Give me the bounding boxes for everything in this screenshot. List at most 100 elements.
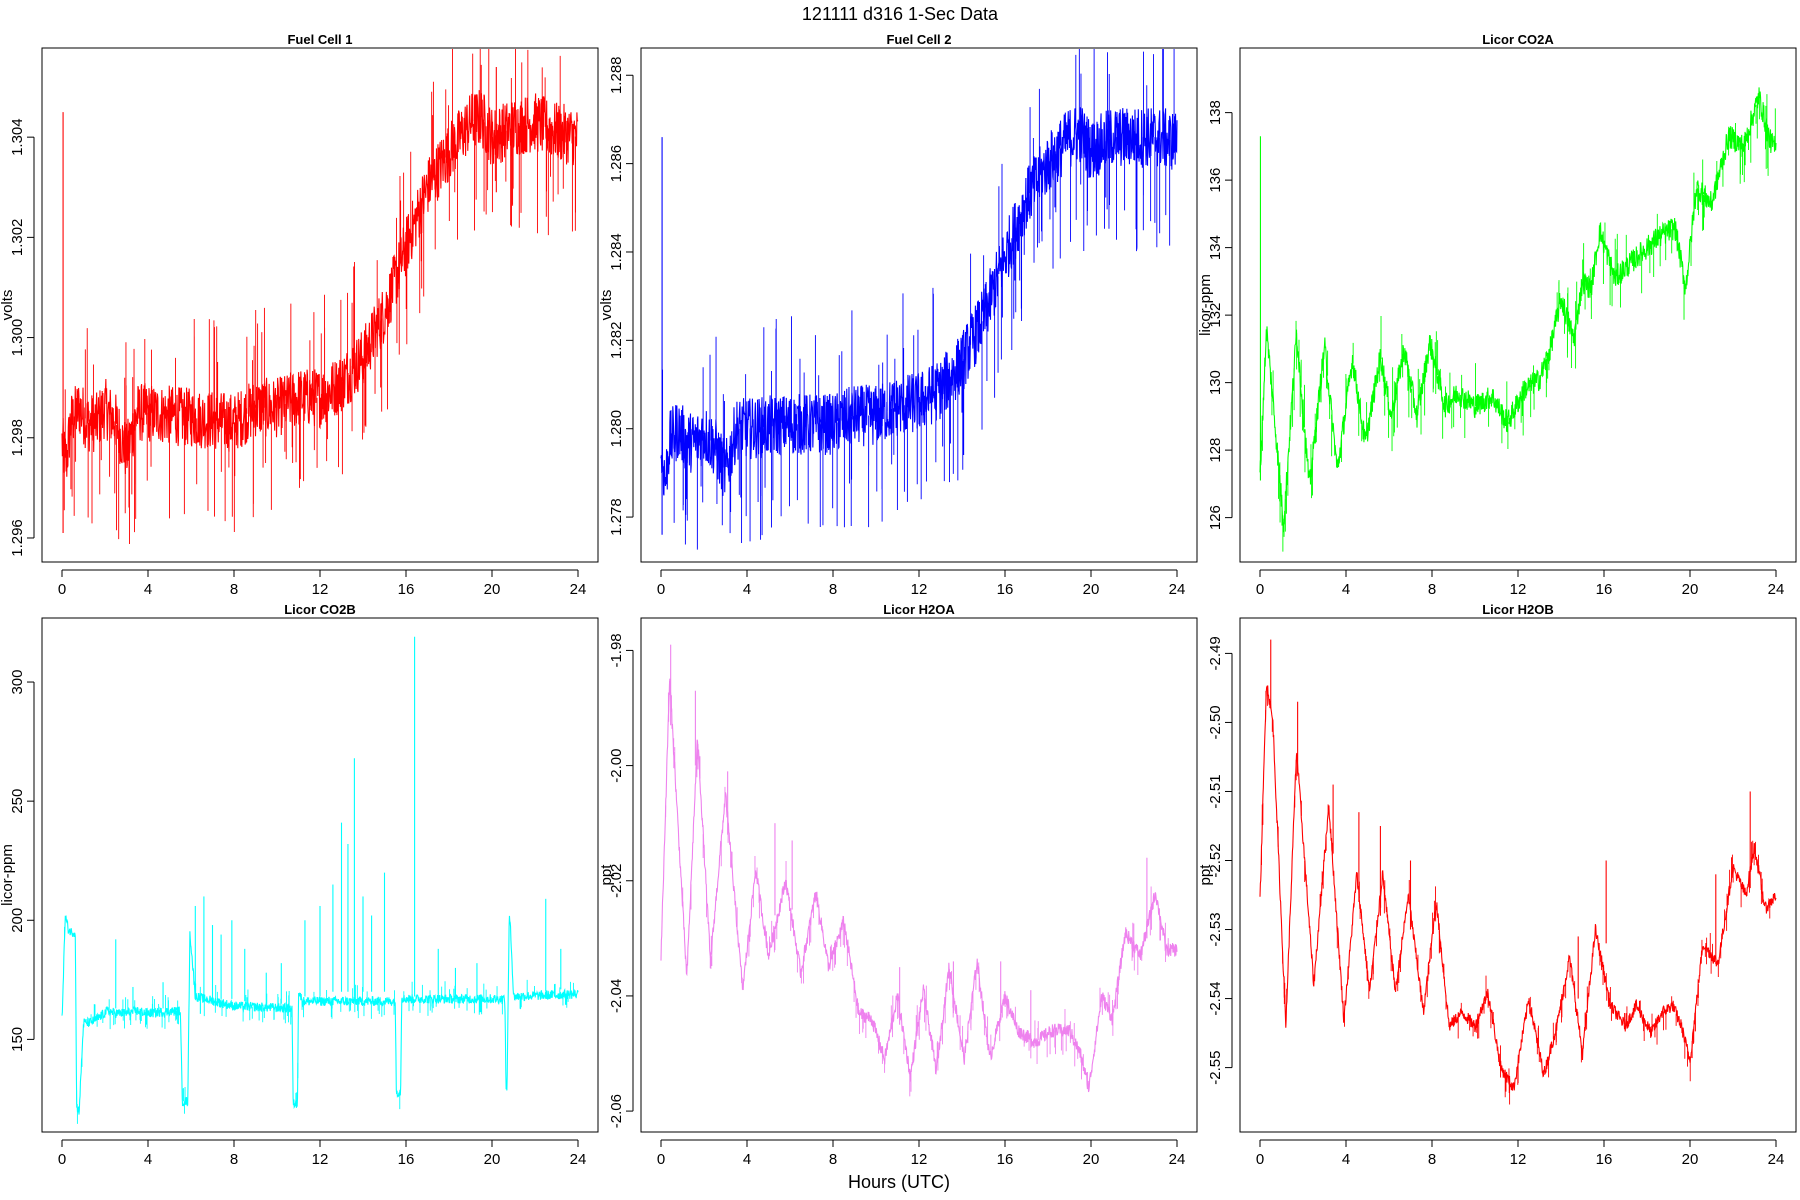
x-tick-label: 16 xyxy=(1596,581,1613,598)
y-axis-label: volts xyxy=(0,290,16,321)
figure-title: 121111 d316 1-Sec Data xyxy=(802,4,999,24)
y-axis-label: licor-ppm xyxy=(0,844,16,906)
y-tick-label: -2.06 xyxy=(608,1094,625,1128)
series-hairs xyxy=(662,49,1175,550)
x-tick-label: 20 xyxy=(1083,581,1100,598)
y-tick-label: -2.49 xyxy=(1207,636,1224,670)
x-tick-label: 8 xyxy=(230,1151,238,1168)
series-group xyxy=(61,49,579,544)
y-tick-label: -2.52 xyxy=(1207,843,1224,877)
x-tick-label: 12 xyxy=(911,1151,928,1168)
x-tick-label: 12 xyxy=(911,581,928,598)
x-tick-label: 24 xyxy=(1768,1151,1785,1168)
y-tick-label: -1.98 xyxy=(608,633,625,667)
x-tick-label: 0 xyxy=(1256,581,1264,598)
x-tick-label: 8 xyxy=(829,581,837,598)
panel-title: Licor H2OB xyxy=(1482,602,1554,617)
panel-3: Licor CO2A licor-ppm 0 4 8 12 16 20 24 126 128 130 1… xyxy=(1197,32,1797,598)
panel-title: Fuel Cell 1 xyxy=(287,32,352,47)
panel-2: Fuel Cell 2 volts 0 4 8 12 16 20 24 1.278 1.280 1.2… xyxy=(598,32,1198,598)
series-hairs xyxy=(1261,687,1771,1105)
x-tick-label: 0 xyxy=(657,1151,665,1168)
series-hairs xyxy=(64,926,574,1124)
panel-4: Licor CO2B licor-ppm 0 4 8 12 16 20 24 150 200 250 3… xyxy=(0,602,599,1168)
series-group xyxy=(660,644,1178,1097)
y-tick-label: -2.53 xyxy=(1207,912,1224,946)
y-tick-label: 1.304 xyxy=(9,118,26,156)
plot-frame xyxy=(41,617,599,1133)
panel-1: Fuel Cell 1 volts 0 4 8 12 16 20 24 1.296 1.298 1.3… xyxy=(0,32,599,598)
y-tick-label: 128 xyxy=(1207,438,1224,463)
x-tick-label: 16 xyxy=(997,1151,1014,1168)
plot-frame xyxy=(640,617,1198,1133)
x-tick-label: 24 xyxy=(1768,581,1785,598)
panel-title: Licor H2OA xyxy=(883,602,955,617)
series-line xyxy=(61,915,579,1115)
y-axis-label: ppt xyxy=(598,864,615,886)
y-tick-label: 138 xyxy=(1207,100,1224,125)
x-tick-label: 12 xyxy=(312,581,329,598)
y-tick-label: 126 xyxy=(1207,505,1224,530)
x-tick-label: 24 xyxy=(570,581,587,598)
x-tick-label: 0 xyxy=(58,581,66,598)
y-axis-label: ppt xyxy=(1197,864,1214,886)
x-tick-label: 4 xyxy=(144,581,152,598)
y-tick-label: 1.286 xyxy=(608,145,625,183)
series-hairs xyxy=(63,49,576,544)
y-tick-label: 1.280 xyxy=(608,410,625,448)
y-tick-label: 1.302 xyxy=(9,219,26,257)
y-tick-label: -2.04 xyxy=(608,979,625,1013)
x-tick-label: 24 xyxy=(570,1151,587,1168)
y-tick-label: 1.298 xyxy=(9,419,26,457)
x-tick-label: 24 xyxy=(1169,581,1186,598)
x-tick-label: 20 xyxy=(1083,1151,1100,1168)
y-tick-label: 1.288 xyxy=(608,56,625,94)
panel-title: Licor CO2B xyxy=(284,602,356,617)
panels-group: Fuel Cell 1 volts 0 4 8 12 16 20 24 1.296 1.298 1.3… xyxy=(0,32,1797,1168)
x-tick-label: 20 xyxy=(484,581,501,598)
x-tick-label: 24 xyxy=(1169,1151,1186,1168)
series-line xyxy=(1259,87,1777,533)
y-tick-label: 1.278 xyxy=(608,498,625,536)
panel-6: Licor H2OB ppt 0 4 8 12 16 20 24 -2.55 -2.54 -2.53 -… xyxy=(1197,602,1797,1168)
x-tick-label: 8 xyxy=(829,1151,837,1168)
series-group xyxy=(660,49,1178,550)
x-tick-label: 0 xyxy=(657,581,665,598)
y-tick-label: 250 xyxy=(9,789,26,814)
panel-5: Licor H2OA ppt 0 4 8 12 16 20 24 -2.06 -2.04 -2.02 -… xyxy=(598,602,1198,1168)
y-tick-label: -2.00 xyxy=(608,748,625,782)
series-line xyxy=(660,107,1178,496)
y-tick-label: 1.296 xyxy=(9,519,26,557)
y-tick-label: 132 xyxy=(1207,303,1224,328)
y-axis-label: licor-ppm xyxy=(1197,274,1214,336)
series-hairs xyxy=(665,681,1169,1097)
series-group xyxy=(61,636,579,1124)
panel-title: Fuel Cell 2 xyxy=(886,32,951,47)
x-tick-label: 4 xyxy=(743,1151,751,1168)
y-tick-label: 300 xyxy=(9,670,26,695)
series-hairs xyxy=(1259,94,1776,552)
y-tick-label: 150 xyxy=(9,1027,26,1052)
x-tick-label: 8 xyxy=(1428,581,1436,598)
series-line xyxy=(61,90,579,477)
y-tick-label: 1.282 xyxy=(608,322,625,360)
y-tick-label: -2.54 xyxy=(1207,981,1224,1015)
x-axis-label: Hours (UTC) xyxy=(848,1172,950,1192)
y-tick-label: 1.300 xyxy=(9,319,26,357)
plot-frame xyxy=(1239,47,1797,563)
x-tick-label: 20 xyxy=(1682,1151,1699,1168)
y-tick-label: 134 xyxy=(1207,235,1224,260)
x-tick-label: 4 xyxy=(743,581,751,598)
x-tick-label: 16 xyxy=(997,581,1014,598)
y-tick-label: 130 xyxy=(1207,370,1224,395)
x-tick-label: 4 xyxy=(144,1151,152,1168)
x-tick-label: 0 xyxy=(58,1151,66,1168)
y-axis-label: volts xyxy=(598,290,615,321)
x-tick-label: 12 xyxy=(1510,1151,1527,1168)
x-tick-label: 20 xyxy=(1682,581,1699,598)
x-tick-label: 8 xyxy=(230,581,238,598)
x-tick-label: 16 xyxy=(1596,1151,1613,1168)
x-tick-label: 8 xyxy=(1428,1151,1436,1168)
panel-title: Licor CO2A xyxy=(1482,32,1554,47)
